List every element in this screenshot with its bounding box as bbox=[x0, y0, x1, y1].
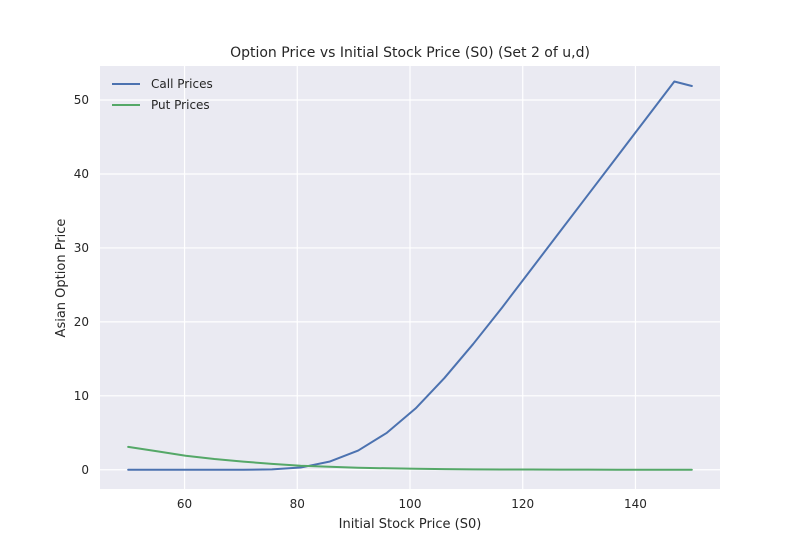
y-tick-label: 10 bbox=[74, 389, 89, 403]
chart-title: Option Price vs Initial Stock Price (S0)… bbox=[230, 45, 590, 61]
y-tick-label: 20 bbox=[74, 315, 89, 329]
y-tick-label: 0 bbox=[81, 463, 89, 477]
y-tick-labels: 0 10 20 30 40 50 bbox=[74, 93, 89, 477]
series-line-call-prices bbox=[127, 80, 693, 471]
x-tick-label: 120 bbox=[511, 497, 534, 511]
series-layer bbox=[127, 80, 693, 471]
x-tick-label: 80 bbox=[290, 497, 305, 511]
legend-label-put: Put Prices bbox=[151, 98, 210, 112]
series-line-put-prices bbox=[127, 445, 693, 471]
grid bbox=[100, 66, 720, 489]
x-tick-label: 60 bbox=[177, 497, 192, 511]
y-axis-label: Asian Option Price bbox=[54, 219, 69, 338]
x-tick-label: 100 bbox=[399, 497, 422, 511]
x-tick-label: 140 bbox=[624, 497, 647, 511]
x-axis-label: Initial Stock Price (S0) bbox=[339, 517, 482, 532]
y-tick-label: 50 bbox=[74, 93, 89, 107]
x-tick-labels: 60 80 100 120 140 bbox=[177, 497, 647, 511]
legend-label-call: Call Prices bbox=[151, 77, 213, 91]
y-tick-label: 40 bbox=[74, 167, 89, 181]
y-tick-label: 30 bbox=[74, 241, 89, 255]
legend: Call Prices Put Prices bbox=[112, 77, 213, 112]
